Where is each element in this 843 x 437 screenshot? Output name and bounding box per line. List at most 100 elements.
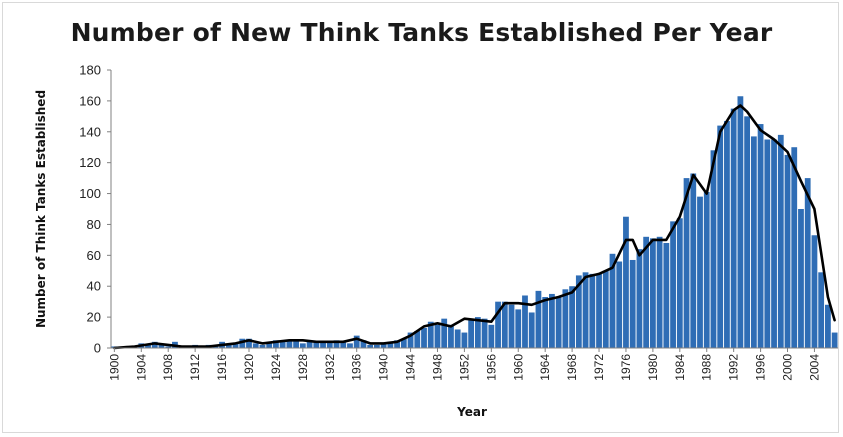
- bar: [259, 344, 266, 348]
- bars: [111, 96, 838, 348]
- bar: [522, 295, 528, 348]
- x-tick-label: 1900: [107, 354, 121, 381]
- bar: [596, 273, 602, 348]
- bar: [468, 318, 475, 348]
- bar: [394, 340, 400, 348]
- x-tick-label: 1956: [484, 354, 498, 381]
- x-tick-label: 1976: [619, 354, 633, 381]
- x-tick-label: 1908: [161, 354, 175, 381]
- x-tick-label: 2004: [807, 354, 821, 381]
- x-tick-label: 1992: [727, 354, 741, 381]
- bar: [414, 331, 421, 348]
- bar: [771, 139, 777, 348]
- bar: [569, 286, 575, 348]
- bar: [737, 96, 744, 348]
- bar: [825, 304, 831, 348]
- bar: [508, 304, 515, 348]
- bar: [367, 344, 374, 348]
- x-tick-label: 1924: [269, 354, 283, 381]
- bar: [353, 335, 360, 348]
- bar: [320, 341, 326, 348]
- bar: [528, 312, 535, 348]
- bar: [252, 343, 259, 348]
- bar: [515, 309, 522, 348]
- bar: [374, 344, 380, 348]
- bar: [777, 134, 784, 348]
- x-tick-label: 1932: [323, 354, 337, 381]
- bar: [811, 235, 818, 348]
- trend-line: [113, 104, 836, 350]
- x-tick-label: 1920: [242, 354, 256, 381]
- bar: [690, 173, 697, 348]
- bar: [804, 178, 811, 348]
- bar: [427, 321, 434, 348]
- bar: [273, 340, 279, 348]
- bar: [697, 196, 703, 348]
- bar: [542, 297, 549, 348]
- bar: [145, 344, 151, 348]
- bar: [407, 332, 414, 348]
- bar: [165, 346, 172, 348]
- bar: [239, 338, 246, 348]
- x-tick-label: 1964: [538, 354, 552, 381]
- bar: [589, 273, 596, 348]
- bar: [246, 338, 252, 348]
- bar: [340, 341, 347, 348]
- bar: [454, 329, 461, 348]
- bar: [421, 327, 427, 348]
- bar: [609, 253, 616, 348]
- bar: [495, 301, 501, 348]
- bar: [710, 150, 717, 348]
- y-axis-ticks: 0 20 40 60 80 100 120 140 160 180: [79, 63, 111, 356]
- bar: [535, 290, 542, 348]
- bar: [158, 344, 165, 348]
- bar: [670, 221, 676, 348]
- bar: [434, 324, 441, 348]
- bar: [575, 275, 582, 348]
- bar: [784, 154, 791, 348]
- x-axis-ticks: 1900 1904 1908 1912 1916 1920 1924 1928 1932 1936…: [107, 348, 821, 381]
- y-axis-label: Number of Think Tanks Established: [34, 90, 48, 328]
- bar: [266, 343, 273, 348]
- bar: [474, 317, 481, 348]
- bar: [730, 108, 737, 348]
- bar: [501, 301, 508, 348]
- x-tick-label: 1952: [457, 354, 471, 381]
- bar: [649, 238, 656, 348]
- x-tick-label: 1940: [377, 354, 391, 381]
- bar: [798, 209, 804, 348]
- x-tick-label: 1988: [700, 354, 714, 381]
- x-tick-label: 1980: [646, 354, 660, 381]
- x-tick-label: 1904: [134, 354, 148, 381]
- bar: [151, 341, 158, 348]
- y-tick-label: 20: [87, 310, 101, 325]
- bar: [818, 272, 825, 348]
- x-tick-label: 1916: [215, 354, 229, 381]
- bar: [387, 341, 394, 348]
- x-axis-label: Year: [456, 405, 487, 419]
- bar: [703, 192, 710, 348]
- bar: [347, 343, 353, 348]
- bar: [656, 236, 663, 348]
- bar: [360, 340, 367, 348]
- bar: [643, 236, 650, 348]
- bar: [757, 124, 764, 348]
- y-tick-label: 60: [87, 248, 101, 263]
- x-tick-label: 1960: [511, 354, 525, 381]
- bar: [313, 341, 320, 348]
- chart-title: Number of New Think Tanks Established Pe…: [70, 18, 773, 47]
- bar: [488, 324, 495, 348]
- bar: [764, 139, 771, 348]
- x-tick-label: 1936: [350, 354, 364, 381]
- bar: [676, 218, 683, 348]
- bar: [293, 340, 300, 348]
- bar: [831, 332, 838, 348]
- bar: [286, 340, 293, 348]
- bar: [212, 346, 219, 348]
- x-tick-label: 1928: [296, 354, 310, 381]
- bar: [724, 120, 730, 348]
- x-tick-label: 1944: [404, 354, 418, 381]
- y-tick-label: 80: [87, 217, 101, 232]
- bar: [549, 293, 555, 348]
